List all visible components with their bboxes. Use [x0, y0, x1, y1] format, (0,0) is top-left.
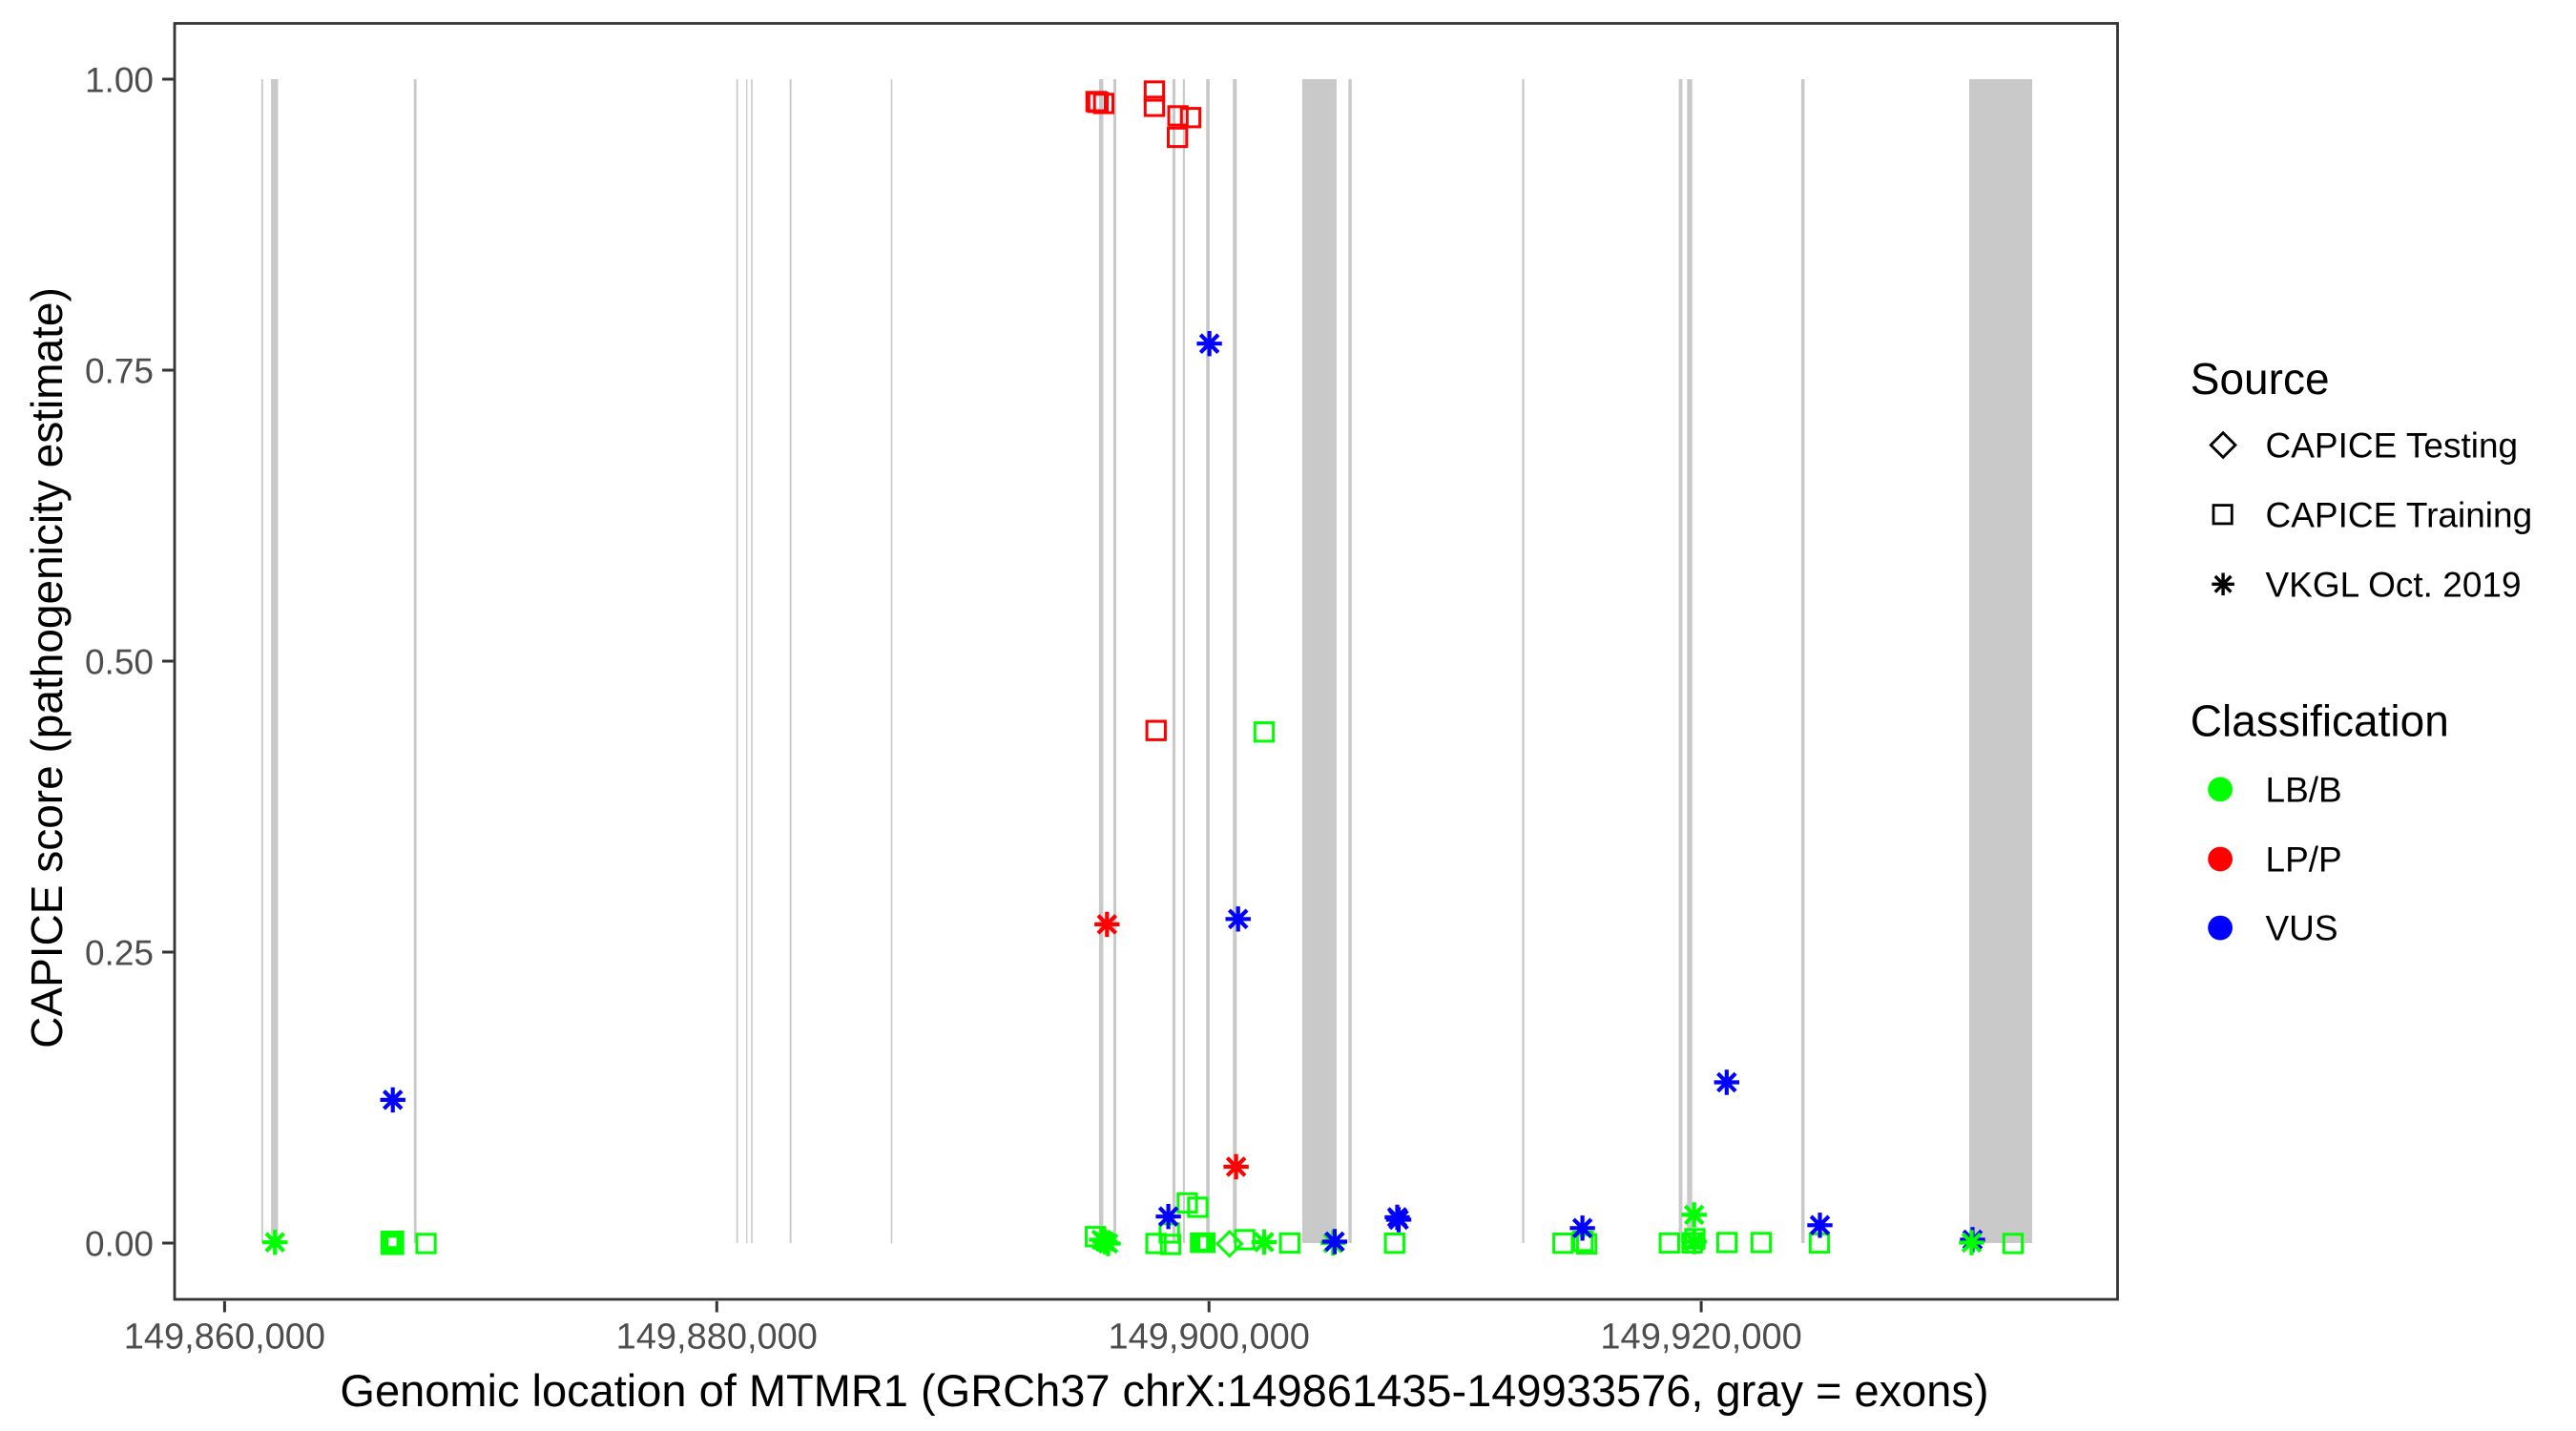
svg-text:0.25: 0.25 [85, 934, 154, 973]
svg-text:CAPICE Testing: CAPICE Testing [2266, 426, 2519, 466]
svg-text:1.00: 1.00 [85, 61, 154, 100]
svg-text:0.50: 0.50 [85, 643, 154, 682]
svg-text:Source: Source [2191, 354, 2330, 404]
svg-text:0.75: 0.75 [85, 352, 154, 391]
svg-text:149,860,000: 149,860,000 [124, 1317, 325, 1358]
svg-text:Genomic location of MTMR1 (GRC: Genomic location of MTMR1 (GRCh37 chrX:1… [340, 1365, 1988, 1416]
svg-text:149,900,000: 149,900,000 [1109, 1317, 1310, 1358]
svg-text:149,880,000: 149,880,000 [616, 1317, 818, 1358]
svg-text:VKGL Oct. 2019: VKGL Oct. 2019 [2266, 565, 2522, 604]
svg-text:LP/P: LP/P [2266, 840, 2342, 880]
svg-text:VUS: VUS [2266, 909, 2338, 948]
svg-text:0.00: 0.00 [85, 1225, 154, 1264]
svg-text:Classification: Classification [2191, 696, 2449, 746]
svg-text:LB/B: LB/B [2266, 770, 2342, 809]
svg-text:CAPICE score (pathogenicity es: CAPICE score (pathogenicity estimate) [22, 287, 72, 1048]
svg-text:CAPICE Training: CAPICE Training [2266, 495, 2533, 534]
svg-text:149,920,000: 149,920,000 [1600, 1317, 1801, 1358]
